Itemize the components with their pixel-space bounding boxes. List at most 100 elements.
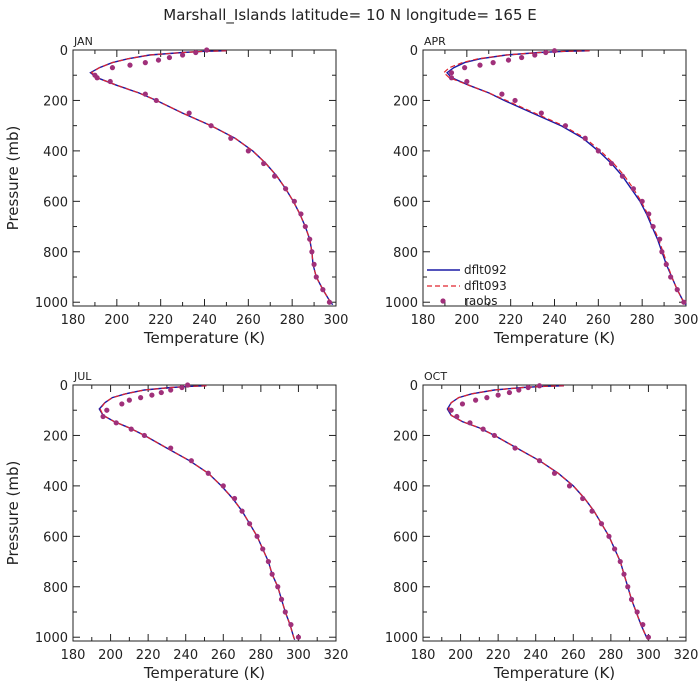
raobs-point-jan: [261, 160, 267, 167]
raobs-point-oct: [506, 389, 513, 396]
y-tick-label-oct: 800: [393, 581, 418, 596]
y-tick-label-jul: 400: [43, 480, 68, 495]
raobs-point-jul: [138, 395, 144, 401]
x-tick-label-apr: 200: [454, 313, 479, 328]
raobs-point-jul: [158, 389, 164, 396]
raobs-point-apr: [499, 91, 505, 97]
raobs-point-jan: [186, 110, 192, 116]
legend-marker-raobs: [440, 298, 446, 304]
y-tick-label-jul: 200: [43, 429, 68, 444]
raobs-point-jan: [245, 148, 251, 154]
x-axis-title-oct: Temperature (K): [493, 664, 615, 682]
raobs-point-jul: [168, 445, 174, 451]
raobs-point-jan: [309, 249, 315, 255]
raobs-point-oct: [480, 426, 486, 432]
raobs-point-jul: [269, 571, 275, 577]
x-axis-title-apr: Temperature (K): [493, 329, 615, 347]
raobs-point-jan: [193, 49, 199, 56]
raobs-point-jul: [282, 609, 288, 615]
raobs-point-oct: [536, 383, 543, 389]
raobs-point-jan: [153, 97, 159, 104]
panel-label-apr: APR: [424, 35, 446, 48]
raobs-point-oct: [512, 445, 518, 451]
y-tick-label-jan: 1000: [35, 296, 68, 311]
raobs-point-oct: [516, 387, 522, 393]
y-tick-label-oct: 200: [393, 429, 418, 444]
x-tick-label-apr: 300: [674, 313, 699, 328]
raobs-point-apr: [519, 54, 525, 61]
raobs-point-oct: [454, 413, 460, 420]
raobs-point-apr: [448, 75, 455, 81]
panel-oct: OCT 180 200 220 240 260 280 300 320 0 200 400 600 800…: [385, 370, 699, 682]
plot-frame-apr: [422, 49, 687, 307]
x-tick-label-oct: 220: [486, 648, 511, 663]
raobs-point-jan: [311, 261, 317, 267]
raobs-point-apr: [639, 198, 645, 204]
raobs-point-apr: [505, 57, 512, 63]
raobs-point-oct: [598, 521, 605, 527]
raobs-point-jul: [275, 584, 281, 590]
raobs-point-oct: [459, 401, 466, 407]
y-tick-label-jan: 600: [43, 195, 68, 210]
x-tick-label-jul: 300: [286, 648, 311, 663]
dflt092-line-oct: [446, 385, 649, 641]
raobs-point-jul: [149, 392, 155, 398]
legend-label-dflt092: dflt092: [464, 263, 507, 277]
x-tick-label-jan: 200: [104, 313, 129, 328]
raobs-point-apr: [532, 52, 538, 58]
raobs-point-jul: [278, 596, 285, 602]
dflt093-line-jan: [90, 50, 334, 306]
x-tick-label-jul: 220: [136, 648, 161, 663]
raobs-point-oct: [495, 392, 501, 398]
raobs-point-oct: [634, 609, 640, 615]
raobs-point-apr: [668, 274, 674, 280]
raobs-point-apr: [681, 299, 687, 305]
x-tick-label-oct: 260: [561, 648, 586, 663]
raobs-point-jan: [109, 65, 116, 71]
x-tick-label-oct: 300: [636, 648, 661, 663]
y-tick-label-jan: 200: [43, 94, 68, 109]
raobs-point-oct: [589, 508, 595, 514]
raobs-point-jan: [320, 287, 326, 293]
raobs-point-oct: [566, 483, 573, 489]
raobs-point-apr: [582, 135, 588, 141]
raobs-point-jul: [288, 622, 294, 628]
raobs-point-jan: [179, 52, 186, 58]
raobs-point-jul: [239, 508, 245, 514]
y-tick-label-apr: 600: [393, 195, 418, 210]
raobs-point-oct: [551, 470, 558, 476]
x-tick-label-jan: 180: [61, 313, 86, 328]
raobs-point-jul: [100, 413, 106, 420]
raobs-point-jan: [291, 198, 297, 204]
raobs-point-jul: [265, 558, 271, 565]
legend: dflt092 dflt093 raobs: [427, 263, 507, 308]
raobs-point-apr: [619, 173, 626, 179]
x-tick-label-jan: 260: [236, 313, 261, 328]
raobs-point-jan: [313, 274, 319, 280]
raobs-point-oct: [491, 432, 497, 439]
raobs-point-jan: [204, 47, 210, 53]
raobs-point-jan: [127, 62, 133, 68]
x-tick-label-jan: 300: [324, 313, 349, 328]
x-tick-label-jul: 200: [98, 648, 123, 663]
panel-label-jan: JAN: [73, 35, 93, 48]
raobs-point-apr: [663, 261, 669, 267]
panel-apr: APR 180 200 220 240 260 280 300 0 200 400 600 800 100…: [385, 35, 699, 347]
raobs-point-apr: [650, 223, 656, 230]
y-tick-label-jan: 800: [43, 246, 68, 261]
raobs-point-jul: [184, 382, 191, 388]
raobs-point-jan: [298, 211, 304, 217]
raobs-point-jan: [166, 54, 173, 61]
y-tick-label-apr: 200: [393, 94, 418, 109]
raobs-point-jul: [205, 470, 211, 476]
raobs-point-jan: [142, 60, 148, 66]
raobs-point-apr: [512, 97, 518, 104]
dflt093-line-oct: [447, 385, 649, 641]
panel-jul: JUL 180 200 220 240 260 280 300 320 0 200 400 600 800…: [4, 370, 348, 682]
raobs-point-oct: [640, 622, 646, 628]
raobs-point-apr: [562, 123, 569, 129]
x-tick-label-jul: 260: [211, 648, 236, 663]
raobs-point-jul: [220, 483, 226, 489]
raobs-point-oct: [625, 584, 631, 590]
